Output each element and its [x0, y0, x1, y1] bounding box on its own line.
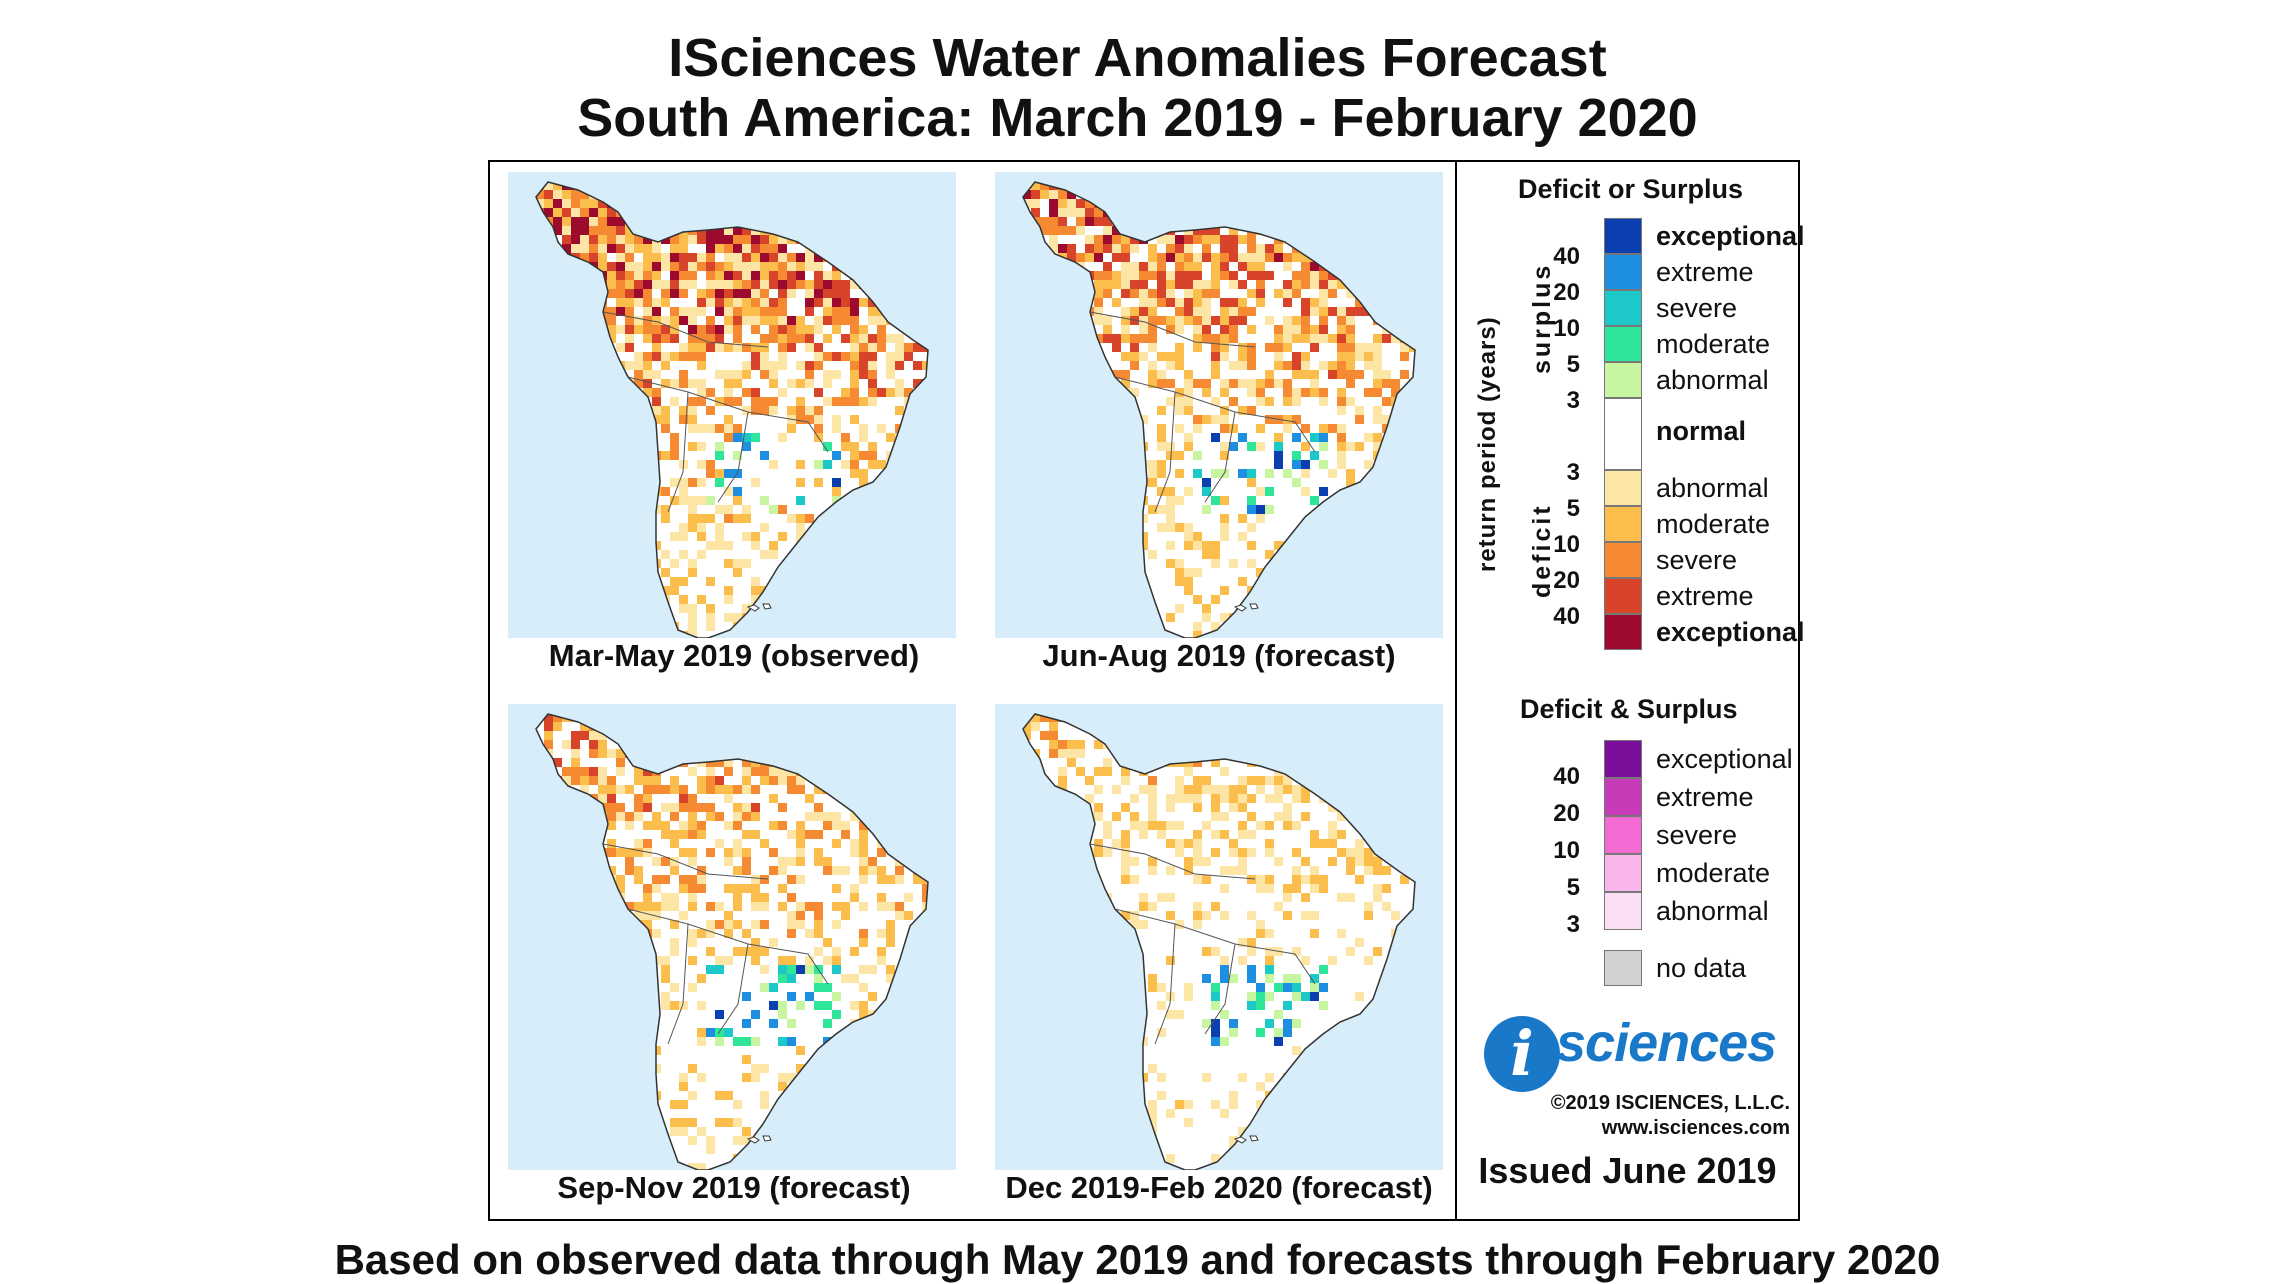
legend-label-surplus-exceptional: exceptional	[1656, 221, 1805, 251]
legend-label-both-abnormal: abnormal	[1656, 896, 1769, 926]
legend-label-normal: normal	[1656, 416, 1747, 446]
legend-axis-label: return period (years)	[1474, 316, 1501, 572]
coastline	[1022, 713, 1416, 1170]
falkland-islands	[1233, 603, 1259, 612]
footer-note: Based on observed data through May 2019 …	[334, 1236, 1941, 1283]
south-america-map	[535, 713, 929, 1170]
legend-label-deficit-abnormal: abnormal	[1656, 473, 1769, 503]
map-panel-jun-aug-2019	[995, 172, 1443, 638]
land-mass	[1023, 714, 1415, 1170]
legend-tick-deficit: 40	[1553, 603, 1580, 630]
legend-divider	[1455, 160, 1457, 1221]
legend-label-surplus-abnormal: abnormal	[1656, 365, 1769, 395]
legend-swatch-both-extreme	[1604, 778, 1642, 816]
south-america-map	[535, 181, 929, 638]
country-borders	[602, 843, 829, 1045]
coastline	[535, 181, 929, 638]
falkland-islands	[746, 1135, 772, 1144]
legend-tick-deficit: 3	[1566, 459, 1580, 486]
legend-label-deficit-moderate: moderate	[1656, 509, 1771, 539]
legend-label-surplus-extreme: extreme	[1656, 257, 1754, 287]
legend-swatch-no-data	[1604, 950, 1642, 986]
map-panel-sep-nov-2019	[508, 704, 956, 1170]
legend-swatch-surplus-moderate	[1604, 326, 1642, 362]
south-america-map	[1022, 181, 1416, 638]
legend-label-surplus-severe: severe	[1656, 293, 1738, 323]
panel-label-mar-may-2019: Mar-May 2019 (observed)	[548, 638, 920, 673]
country-borders	[1089, 311, 1316, 513]
legend-surplus-label: surplus	[1528, 262, 1556, 374]
legend-swatch-normal	[1604, 398, 1642, 470]
legend-label-deficit-extreme: extreme	[1656, 581, 1754, 611]
legend-label-both-extreme: extreme	[1656, 782, 1754, 812]
legend-swatch-deficit-severe	[1604, 542, 1642, 578]
legend-tick-both: 3	[1566, 911, 1580, 938]
panel-label-dec-2019-feb-2020: Dec 2019-Feb 2020 (forecast)	[1005, 1170, 1433, 1205]
legend-tick-surplus: 5	[1566, 351, 1580, 378]
legend-label-deficit-exceptional: exceptional	[1656, 617, 1805, 647]
website-text: www.isciences.com	[1601, 1117, 1790, 1139]
coastline	[535, 713, 929, 1170]
map-panel-dec-2019-feb-2020	[995, 704, 1443, 1170]
title-line-2: South America: March 2019 - February 202…	[577, 88, 1698, 148]
isciences-logo-icon: i	[1484, 1016, 1560, 1092]
map-panel-mar-may-2019	[508, 172, 956, 638]
copyright-text: ©2019 ISCIENCES, L.L.C.	[1550, 1092, 1790, 1114]
legend-swatch-deficit-exceptional	[1604, 614, 1642, 650]
legend-swatch-deficit-moderate	[1604, 506, 1642, 542]
legend-deficit-label: deficit	[1528, 503, 1556, 598]
legend-label-deficit-severe: severe	[1656, 545, 1738, 575]
legend-swatch-surplus-abnormal	[1604, 362, 1642, 398]
legend-swatch-both-severe	[1604, 816, 1642, 854]
legend-tick-both: 10	[1553, 837, 1580, 864]
legend-tick-surplus: 20	[1553, 279, 1580, 306]
legend-swatch-surplus-severe	[1604, 290, 1642, 326]
legend-label-both-exceptional: exceptional	[1656, 744, 1793, 774]
legend-label-both-severe: severe	[1656, 820, 1738, 850]
issued-date: Issued June 2019	[1478, 1150, 1777, 1191]
legend-swatch-surplus-extreme	[1604, 254, 1642, 290]
legend-tick-both: 40	[1553, 763, 1580, 790]
legend-tick-deficit: 5	[1566, 495, 1580, 522]
falkland-islands	[1233, 1135, 1259, 1144]
legend-swatch-both-moderate	[1604, 854, 1642, 892]
panel-label-sep-nov-2019: Sep-Nov 2019 (forecast)	[557, 1170, 911, 1205]
south-america-map	[1022, 713, 1416, 1170]
legend-swatch-surplus-exceptional	[1604, 218, 1642, 254]
panel-label-jun-aug-2019: Jun-Aug 2019 (forecast)	[1042, 638, 1396, 673]
legend-label-surplus-moderate: moderate	[1656, 329, 1771, 359]
legend-tick-deficit: 20	[1553, 567, 1580, 594]
legend-label-no-data: no data	[1656, 953, 1747, 983]
legend-tick-surplus: 3	[1566, 387, 1580, 414]
legend-title-deficit-surplus: Deficit or Surplus	[1518, 174, 1744, 204]
legend-tick-both: 20	[1553, 800, 1580, 827]
falkland-islands	[746, 603, 772, 612]
legend-tick-surplus: 10	[1553, 315, 1580, 342]
legend-swatch-deficit-extreme	[1604, 578, 1642, 614]
legend-label-both-moderate: moderate	[1656, 858, 1771, 888]
legend-swatch-deficit-abnormal	[1604, 470, 1642, 506]
legend-tick-deficit: 10	[1553, 531, 1580, 558]
title-line-1: ISciences Water Anomalies Forecast	[668, 28, 1607, 88]
coastline	[1022, 181, 1416, 638]
legend-swatch-both-abnormal	[1604, 892, 1642, 930]
country-borders	[602, 311, 829, 513]
country-borders	[1089, 843, 1316, 1045]
isciences-logo-text: sciences	[1556, 1013, 1777, 1073]
legend-swatch-both-exceptional	[1604, 740, 1642, 778]
legend-tick-surplus: 40	[1553, 243, 1580, 270]
legend-tick-both: 5	[1566, 874, 1580, 901]
legend-title-deficit-and-surplus: Deficit & Surplus	[1520, 694, 1738, 724]
